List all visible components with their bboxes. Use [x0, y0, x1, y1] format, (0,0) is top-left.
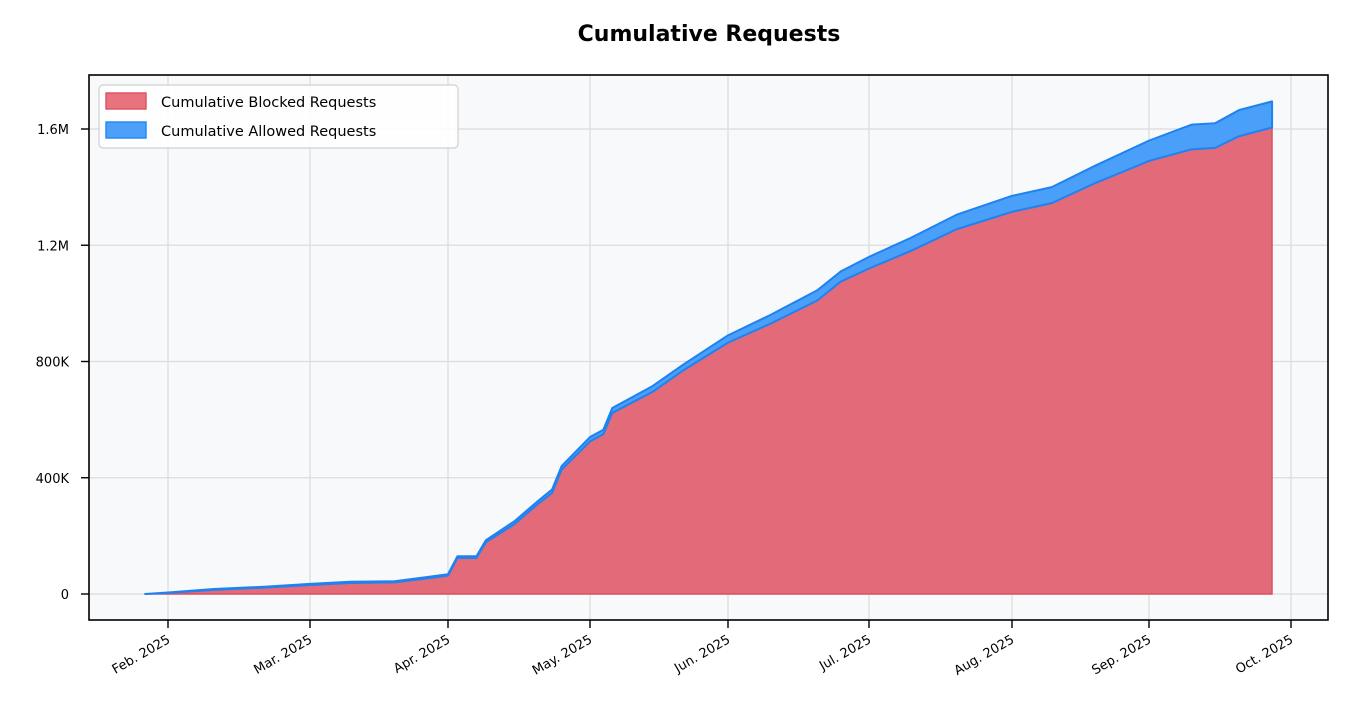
x-tick-label: Apr. 2025: [391, 632, 453, 676]
x-tick-label: May. 2025: [530, 632, 595, 678]
legend-label-blocked: Cumulative Blocked Requests: [161, 95, 376, 111]
x-axis: Feb. 2025 Mar. 2025 Apr. 2025 May. 2025 Jun.…: [110, 620, 1296, 679]
x-tick-label: Oct. 2025: [1233, 632, 1296, 677]
area-series: [144, 100, 1274, 595]
allowed-area: [144, 100, 1274, 595]
y-tick-label: 1.2M: [37, 239, 69, 254]
x-tick-label: Jul. 2025: [816, 632, 874, 674]
legend-box: [98, 84, 459, 149]
y-tick-label: 800K: [36, 356, 70, 371]
legend-swatch-allowed: [105, 121, 147, 139]
x-tick-label: Aug. 2025: [952, 632, 1017, 678]
x-tick-label: Feb. 2025: [110, 632, 173, 677]
x-tick-label: Sep. 2025: [1089, 632, 1154, 678]
plot-frame: [88, 74, 1329, 621]
legend-label-allowed: Cumulative Allowed Requests: [161, 124, 376, 140]
legend-swatch-blocked: [105, 92, 147, 110]
y-axis: 0 400K 800K 1.2M 1.6M: [36, 123, 89, 603]
y-tick-label: 0: [61, 588, 69, 603]
x-tick-label: Mar. 2025: [251, 632, 315, 677]
chart-title: Cumulative Requests: [578, 22, 841, 47]
y-tick-label: 400K: [36, 472, 70, 487]
x-tick-label: Jun. 2025: [671, 632, 733, 676]
y-tick-label: 1.6M: [37, 123, 69, 138]
legend: Cumulative Blocked Requests Cumulative A…: [98, 84, 459, 149]
